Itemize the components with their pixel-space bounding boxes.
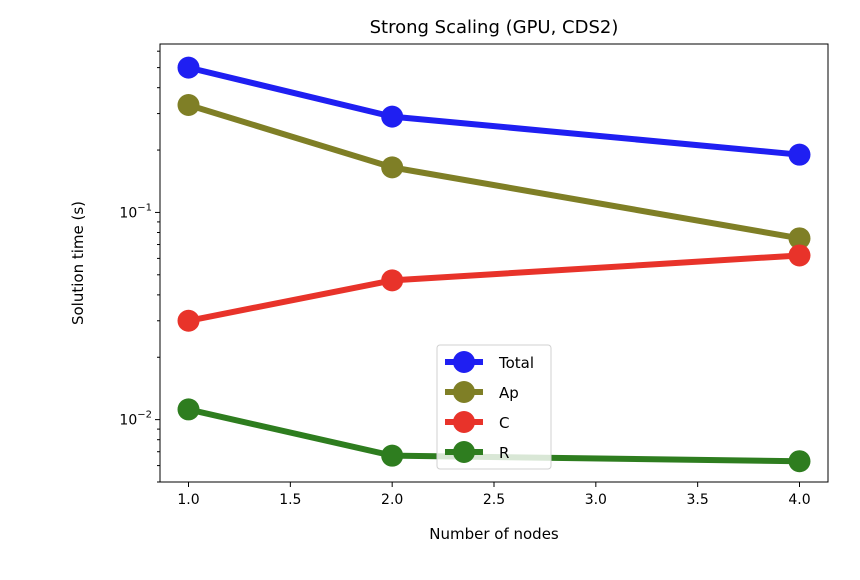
data-point-r (381, 444, 404, 467)
data-point-total (788, 143, 811, 166)
data-point-c (381, 269, 404, 292)
x-tick-label: 1.0 (177, 492, 199, 508)
y-tick-exponent: −2 (137, 410, 152, 421)
data-point-total (381, 105, 404, 128)
legend-swatch-marker (453, 441, 475, 463)
data-point-r (788, 450, 811, 473)
data-point-c (177, 309, 200, 332)
x-tick-label: 2.0 (381, 492, 403, 508)
legend-label: Total (498, 354, 534, 372)
x-axis-label: Number of nodes (429, 525, 559, 543)
y-tick-base: 10 (119, 205, 137, 221)
legend-label: R (499, 444, 509, 462)
legend-swatch-marker (453, 351, 475, 373)
chart-title: Strong Scaling (GPU, CDS2) (370, 17, 619, 38)
y-tick-label: 10−1 (119, 202, 152, 221)
y-axis-label: Solution time (s) (69, 201, 87, 325)
y-tick-exponent: −1 (137, 202, 152, 213)
data-point-c (788, 244, 811, 267)
legend-label: C (499, 414, 509, 432)
legend: Total Ap CR (436, 344, 552, 470)
data-point-total (177, 56, 200, 79)
y-tick-base: 10 (119, 413, 137, 429)
legend-label: Ap (499, 384, 519, 402)
data-point-ap (788, 227, 811, 250)
legend-box (436, 344, 552, 470)
x-tick-label: 1.5 (279, 492, 301, 508)
plot-area (177, 56, 811, 473)
x-tick-label: 4.0 (788, 492, 810, 508)
data-point-ap (177, 93, 200, 116)
y-axis: 10−210−1 (119, 50, 160, 483)
x-tick-label: 3.5 (687, 492, 709, 508)
x-tick-label: 2.5 (483, 492, 505, 508)
x-axis: 1.0 1.5 2.0 2.5 3.0 3.5 4.0 (177, 482, 811, 508)
legend-swatch-marker (453, 381, 475, 403)
x-tick-label: 3.0 (585, 492, 607, 508)
data-point-r (177, 398, 200, 421)
data-point-ap (381, 156, 404, 179)
legend-swatch-marker (453, 411, 475, 433)
y-tick-label: 10−2 (119, 410, 152, 429)
